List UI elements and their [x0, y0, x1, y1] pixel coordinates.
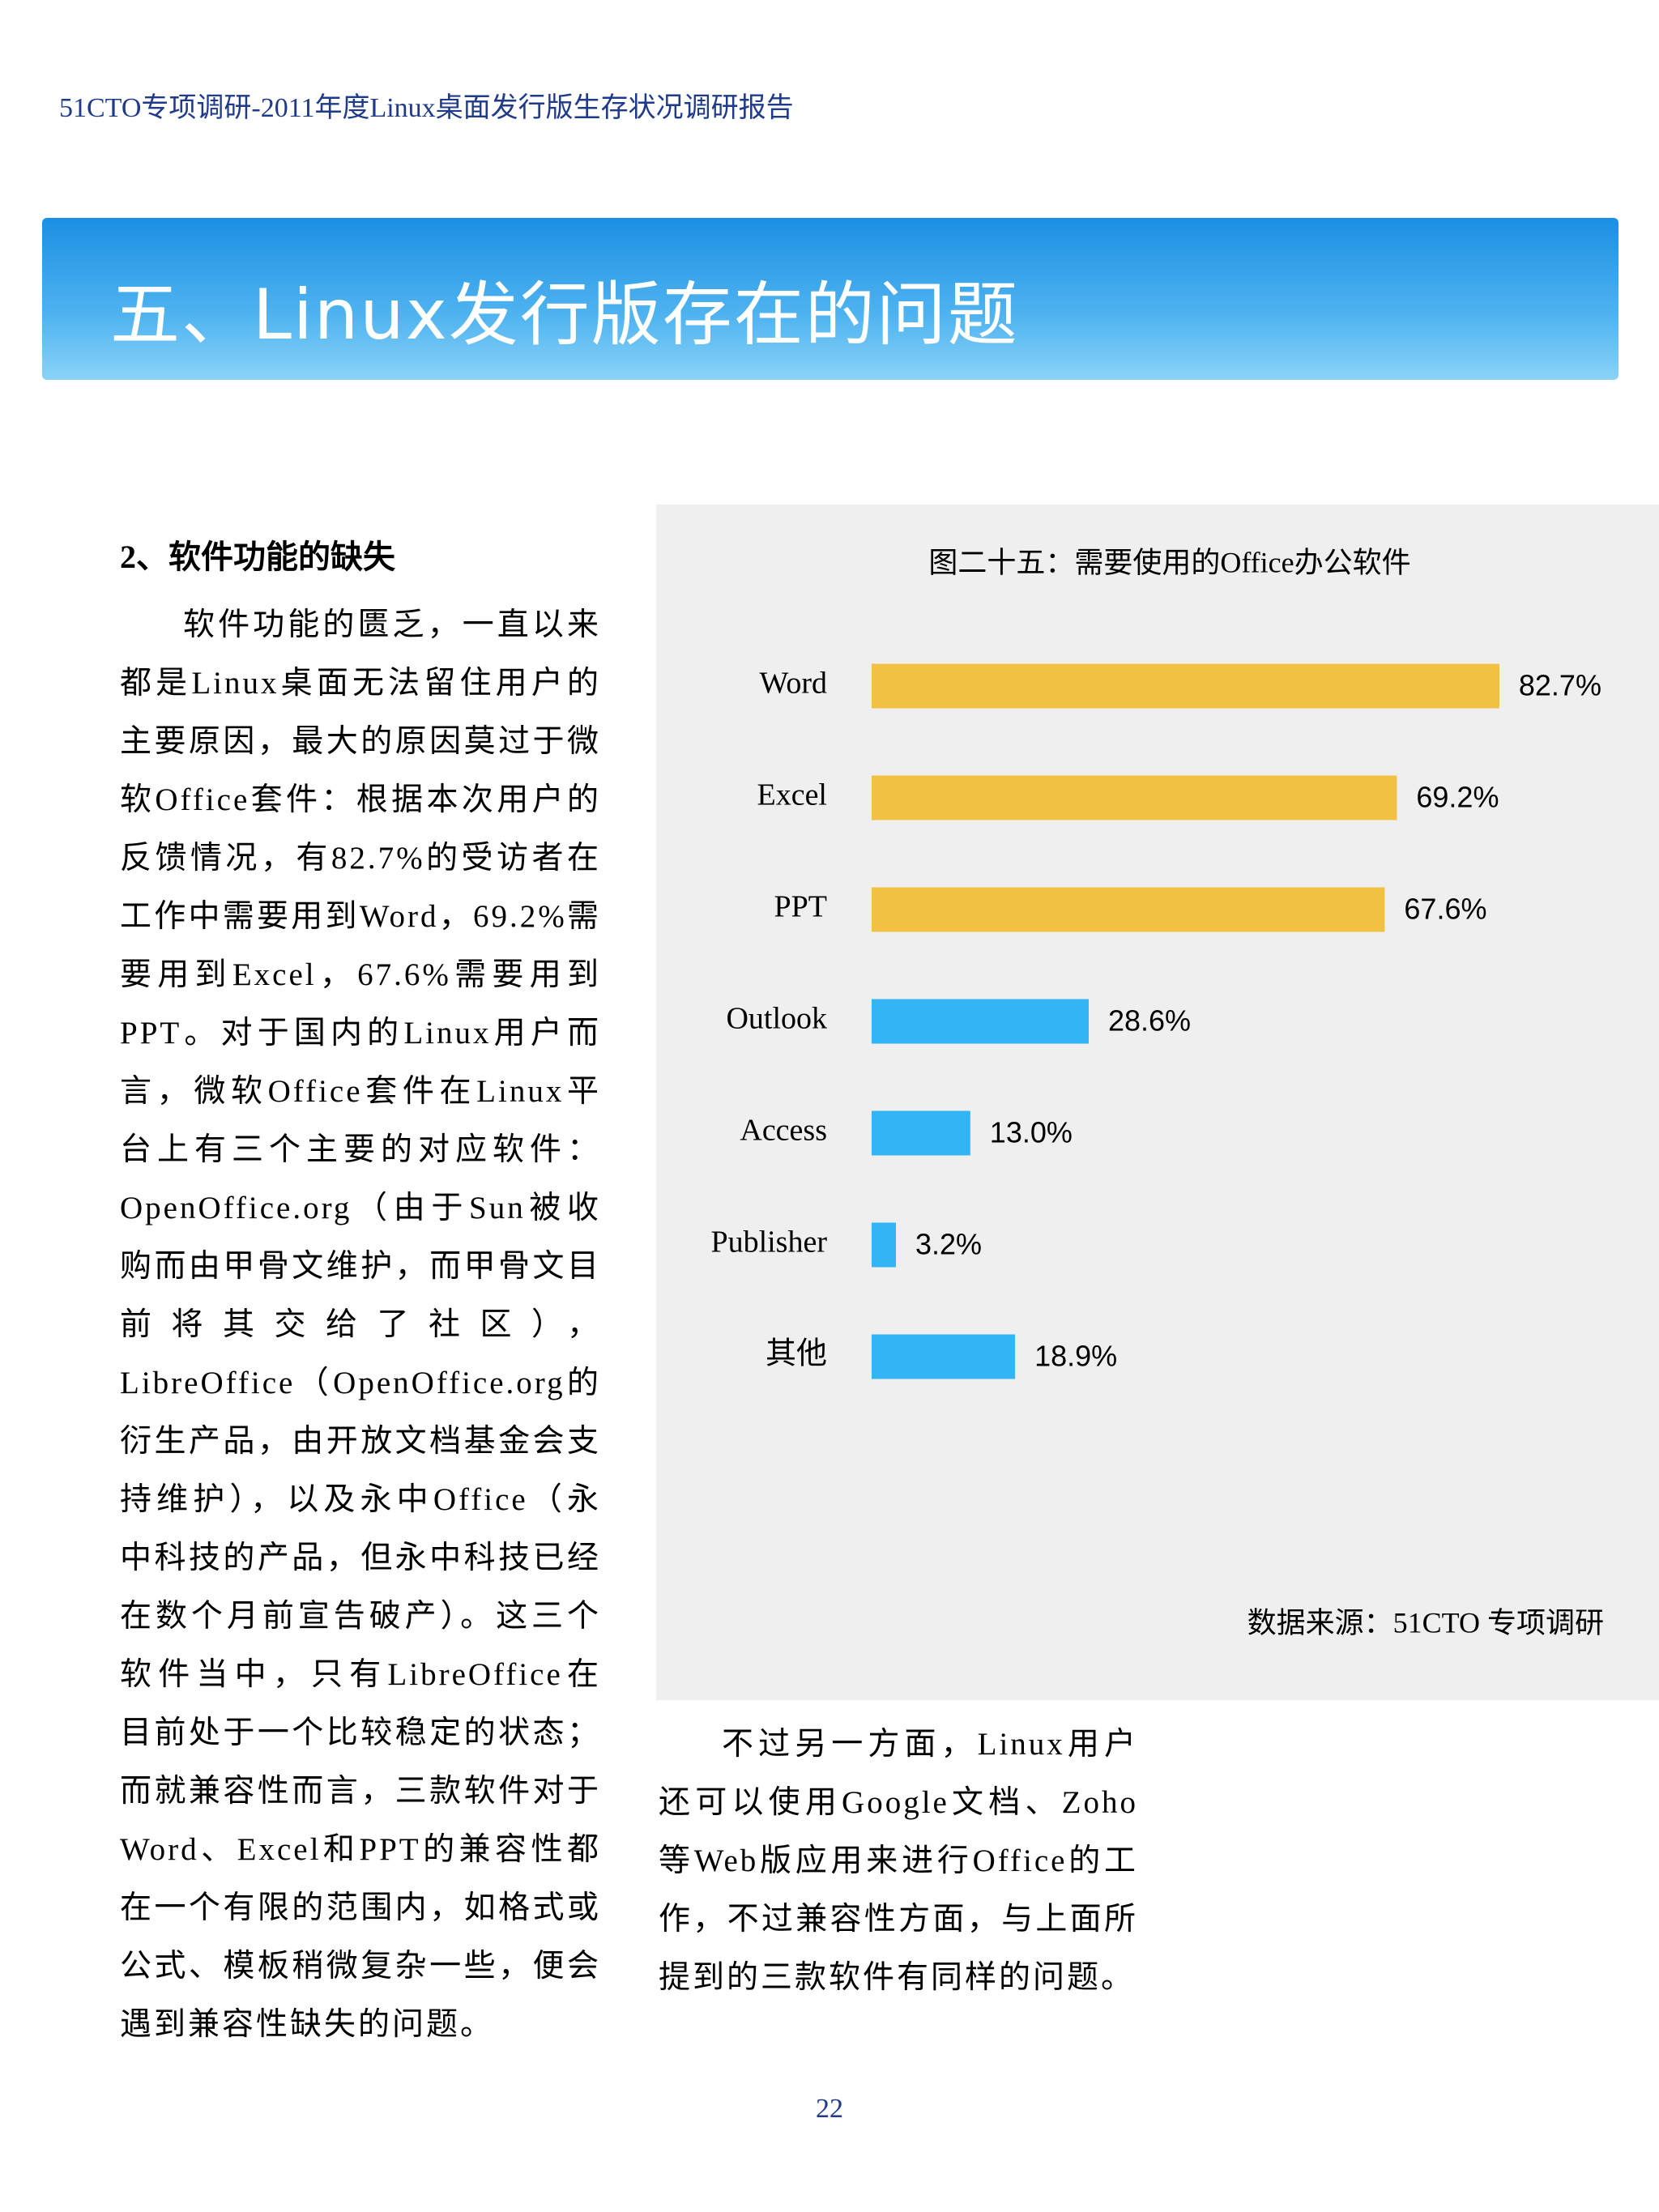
value-label: 3.2% [915, 1228, 982, 1261]
category-label: Outlook [726, 1002, 827, 1036]
bar [872, 1222, 896, 1268]
page-number: 22 [816, 2094, 843, 2124]
section-title: 五、Linux发行版存在的问题 [110, 275, 1019, 356]
value-label: 13.0% [990, 1116, 1073, 1149]
value-label: 28.6% [1108, 1004, 1191, 1038]
paragraph: 软件功能的匮乏，一直以来都是Linux桌面无法留住用户的主要原因，最大的原因莫过… [120, 607, 601, 2042]
category-label: PPT [774, 890, 827, 924]
category-label: Access [740, 1114, 827, 1148]
bar [872, 663, 1499, 709]
category-label: Publisher [710, 1225, 827, 1259]
chart-panel: 图二十五：需要使用的Office办公软件 数据来源：51CTO 专项调研 Wor… [656, 505, 1659, 1700]
chart-source: 数据来源：51CTO 专项调研 [1247, 1606, 1604, 1639]
value-label: 69.2% [1416, 781, 1499, 814]
header: 51CTO专项调研-2011年度Linux桌面发行版生存状况调研报告 [59, 93, 794, 123]
bar [872, 1110, 970, 1156]
value-label: 18.9% [1034, 1340, 1117, 1373]
chart: 图二十五：需要使用的Office办公软件 数据来源：51CTO 专项调研 Wor… [710, 546, 1604, 1639]
value-label: 82.7% [1519, 669, 1601, 702]
category-label: 其他 [766, 1337, 827, 1371]
chart-title: 图二十五：需要使用的Office办公软件 [928, 546, 1410, 578]
value-label: 67.6% [1404, 893, 1486, 926]
bar [872, 1334, 1016, 1379]
subheading: 2、软件功能的缺失 [120, 539, 395, 575]
banner [42, 218, 1618, 380]
category-label: Word [760, 667, 827, 701]
category-label: Excel [757, 778, 827, 812]
bar [872, 775, 1397, 820]
paragraph: 不过另一方面，Linux用户还可以使用Google文档、Zoho等Web版应用来… [659, 1727, 1138, 1995]
bar [872, 999, 1089, 1044]
bar [872, 887, 1385, 932]
